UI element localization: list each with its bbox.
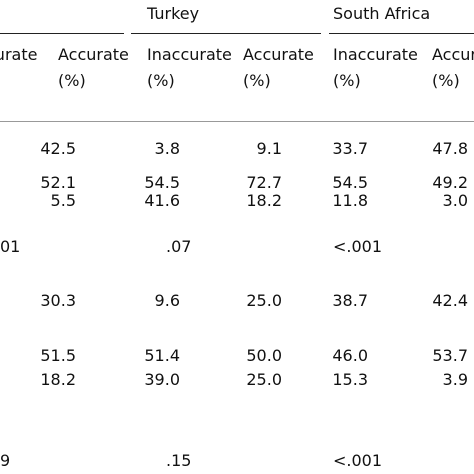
column-header: Accurate bbox=[58, 45, 129, 64]
p-value: <.001 bbox=[333, 237, 383, 256]
cell: 9.6 bbox=[154, 291, 180, 310]
header-rule bbox=[0, 121, 474, 122]
cell: 9.1 bbox=[256, 139, 282, 158]
cell: 46.0 bbox=[332, 346, 368, 365]
p-value: .15 bbox=[166, 451, 192, 470]
cell: 47.8 bbox=[432, 139, 468, 158]
cell: 25.0 bbox=[246, 291, 282, 310]
cell: 49.2 bbox=[432, 173, 468, 192]
cell: 41.6 bbox=[144, 191, 180, 210]
p-value: .07 bbox=[166, 237, 192, 256]
cell: 18.2 bbox=[40, 370, 76, 389]
cell: 3.0 bbox=[442, 191, 468, 210]
cell: 50.0 bbox=[246, 346, 282, 365]
column-header: Accura bbox=[432, 45, 474, 64]
cell: 5.5 bbox=[50, 191, 76, 210]
cell: 38.7 bbox=[332, 291, 368, 310]
cell: 42.5 bbox=[40, 139, 76, 158]
column-unit: (%) bbox=[58, 71, 86, 90]
column-unit: (%) bbox=[432, 71, 460, 90]
cell: 72.7 bbox=[246, 173, 282, 192]
p-value: 9 bbox=[0, 451, 11, 470]
column-unit: (%) bbox=[243, 71, 271, 90]
cell: 52.1 bbox=[40, 173, 76, 192]
p-value: 01 bbox=[0, 237, 21, 256]
group-label: Turkey bbox=[147, 4, 200, 23]
column-header: Accurate bbox=[243, 45, 314, 64]
cell: 11.8 bbox=[332, 191, 368, 210]
column-header: curate bbox=[0, 45, 38, 64]
group-rule bbox=[0, 33, 124, 34]
cell: 39.0 bbox=[144, 370, 180, 389]
cell: 42.4 bbox=[432, 291, 468, 310]
cell: 51.5 bbox=[40, 346, 76, 365]
p-value: <.001 bbox=[333, 451, 383, 470]
column-header: Inaccurate bbox=[333, 45, 418, 64]
cell: 25.0 bbox=[246, 370, 282, 389]
cell: 54.5 bbox=[144, 173, 180, 192]
cell: 33.7 bbox=[332, 139, 368, 158]
column-unit: (%) bbox=[333, 71, 361, 90]
cell: 51.4 bbox=[144, 346, 180, 365]
cell: 15.3 bbox=[332, 370, 368, 389]
column-unit: (%) bbox=[147, 71, 175, 90]
cell: 18.2 bbox=[246, 191, 282, 210]
group-label: South Africa bbox=[333, 4, 431, 23]
cell: 3.8 bbox=[154, 139, 180, 158]
group-rule bbox=[131, 33, 321, 34]
column-header: Inaccurate bbox=[147, 45, 232, 64]
cell: 30.3 bbox=[40, 291, 76, 310]
cell: 3.9 bbox=[442, 370, 468, 389]
group-rule bbox=[329, 33, 474, 34]
cell: 54.5 bbox=[332, 173, 368, 192]
cell: 53.7 bbox=[432, 346, 468, 365]
